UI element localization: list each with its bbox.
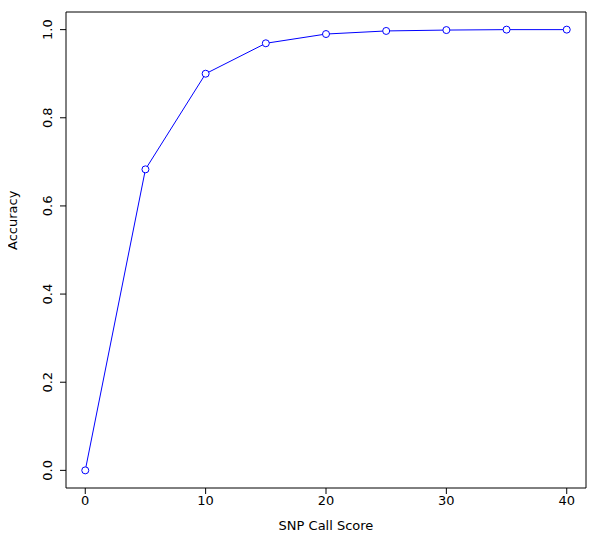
- svg-text:1.0: 1.0: [40, 19, 55, 40]
- svg-text:30: 30: [438, 493, 455, 508]
- svg-text:SNP Call Score: SNP Call Score: [279, 518, 374, 532]
- svg-text:0.2: 0.2: [40, 372, 55, 393]
- svg-text:Accuracy: Accuracy: [8, 190, 20, 250]
- svg-text:10: 10: [197, 493, 214, 508]
- svg-text:40: 40: [558, 493, 575, 508]
- svg-text:0: 0: [81, 493, 89, 508]
- svg-text:0.8: 0.8: [40, 107, 55, 128]
- svg-text:0.4: 0.4: [40, 284, 55, 305]
- svg-text:0.6: 0.6: [40, 196, 55, 217]
- svg-text:0.0: 0.0: [40, 460, 55, 481]
- svg-text:20: 20: [318, 493, 335, 508]
